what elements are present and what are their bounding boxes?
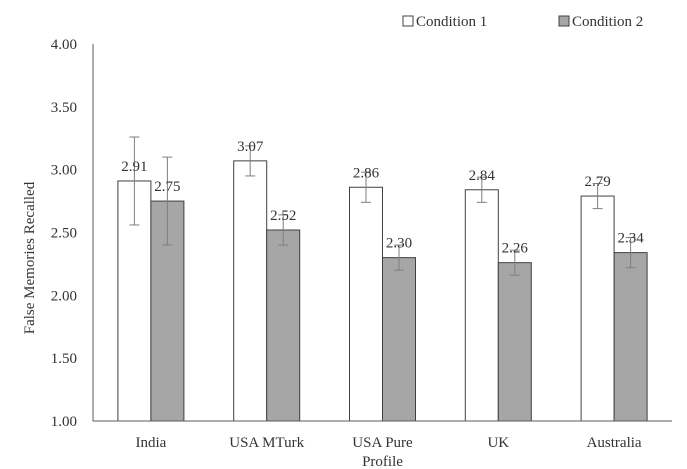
y-tick-label: 3.00 — [51, 163, 77, 179]
data-label: 2.86 — [353, 165, 380, 181]
x-tick-label: India — [135, 435, 166, 451]
x-axis: India USA MTurk USA Pure Profile UK Australia — [93, 420, 672, 469]
data-label: 2.30 — [386, 236, 412, 252]
legend: Condition 1 Condition 2 — [402, 14, 643, 30]
bars: 2.91 2.75 3.07 2.52 2.86 2.30 2.84 2.26 2.79 2.34 — [117, 136, 648, 422]
data-label: 3.07 — [237, 139, 264, 155]
y-axis-title-group: False Memories Recalled — [22, 181, 38, 334]
bar-condition-2 — [266, 229, 301, 422]
bar-condition-2 — [382, 257, 416, 422]
y-axis: 1.00 1.50 2.00 2.50 3.00 3.50 4.00 — [51, 37, 94, 430]
y-tick-label: 2.50 — [51, 226, 77, 242]
data-label: 2.52 — [270, 208, 296, 224]
legend-label: Condition 2 — [572, 14, 643, 30]
y-tick-label: 1.50 — [51, 351, 77, 367]
legend-swatch — [402, 15, 414, 27]
data-label: 2.91 — [121, 159, 147, 175]
x-tick-label: USA Pure — [352, 435, 413, 451]
x-tick-label: Australia — [587, 435, 642, 451]
legend-swatch — [558, 15, 570, 27]
data-label: 2.75 — [154, 179, 180, 195]
y-tick-label: 2.00 — [51, 288, 77, 304]
data-label: 2.34 — [617, 231, 644, 247]
bar-condition-1 — [580, 195, 615, 422]
data-label: 2.84 — [469, 168, 496, 184]
bar-condition-2 — [497, 262, 532, 422]
bar-condition-1 — [349, 186, 383, 422]
x-tick-label: Profile — [362, 454, 403, 469]
x-tick-label: USA MTurk — [229, 435, 304, 451]
y-tick-label: 1.00 — [51, 414, 77, 430]
data-label: 2.26 — [502, 241, 529, 257]
bar-condition-1 — [233, 160, 268, 422]
bar-condition-2 — [613, 252, 648, 422]
data-label: 2.79 — [584, 174, 610, 190]
y-tick-label: 4.00 — [51, 37, 77, 53]
x-tick-label: UK — [487, 435, 509, 451]
y-axis-title: False Memories Recalled — [22, 181, 38, 334]
bar-condition-1 — [464, 189, 499, 422]
y-tick-label: 3.50 — [51, 100, 77, 116]
legend-label: Condition 1 — [416, 14, 487, 30]
